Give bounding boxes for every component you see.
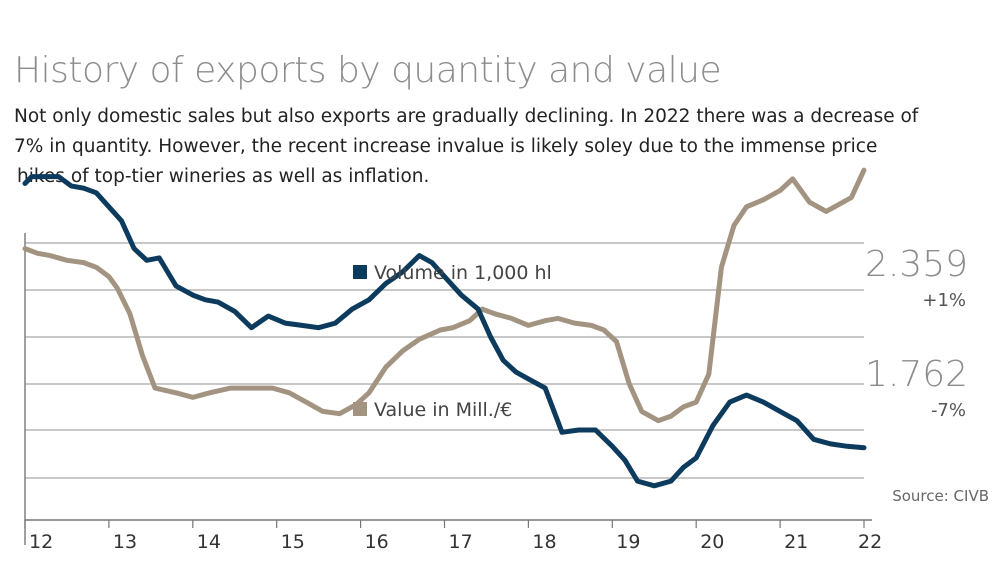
x-tick-label: 22 xyxy=(858,531,882,553)
value-legend-label: Value in Mill./€ xyxy=(374,399,512,421)
x-tick-label: 19 xyxy=(616,531,640,553)
chart-title: History of exports by quantity and value xyxy=(14,50,722,91)
volume-legend-label: Volume in 1,000 hl xyxy=(374,262,552,284)
x-tick-label: 20 xyxy=(700,531,724,553)
x-tick-label: 21 xyxy=(784,531,808,553)
x-tick-label: 13 xyxy=(113,531,137,553)
chart-subtitle: Not only domestic sales but also exports… xyxy=(14,102,924,192)
x-axis-tick-labels: 12 13 14 15 16 17 18 19 20 21 22 xyxy=(24,520,882,553)
grid-lines xyxy=(24,233,872,545)
source-note: Source: CIVB xyxy=(892,487,989,505)
x-tick-label: 18 xyxy=(532,531,556,553)
x-tick-label: 14 xyxy=(197,531,221,553)
x-tick-label: 16 xyxy=(365,531,389,553)
value-legend-swatch xyxy=(353,402,367,416)
value-end-change: +1% xyxy=(922,290,966,311)
subtitle-line-3: hikes of top-tier wineries as well as in… xyxy=(17,166,430,187)
subtitle-line-1: Not only domestic sales but also exports… xyxy=(14,106,919,127)
x-tick-label: 15 xyxy=(281,531,305,553)
subtitle-line-2: 7% in quantity. However, the recent incr… xyxy=(14,136,878,157)
x-tick-label: 12 xyxy=(29,531,53,553)
value-series-line xyxy=(22,167,867,424)
volume-end-label: 1.762 xyxy=(864,354,968,395)
volume-series-line xyxy=(22,174,867,489)
series-lines xyxy=(22,167,867,489)
value-end-label: 2.359 xyxy=(864,244,968,285)
legend: Volume in 1,000 hl Value in Mill./€ xyxy=(353,262,552,421)
volume-end-change: -7% xyxy=(930,400,966,421)
volume-legend-swatch xyxy=(353,265,367,279)
x-tick-label: 17 xyxy=(449,531,473,553)
